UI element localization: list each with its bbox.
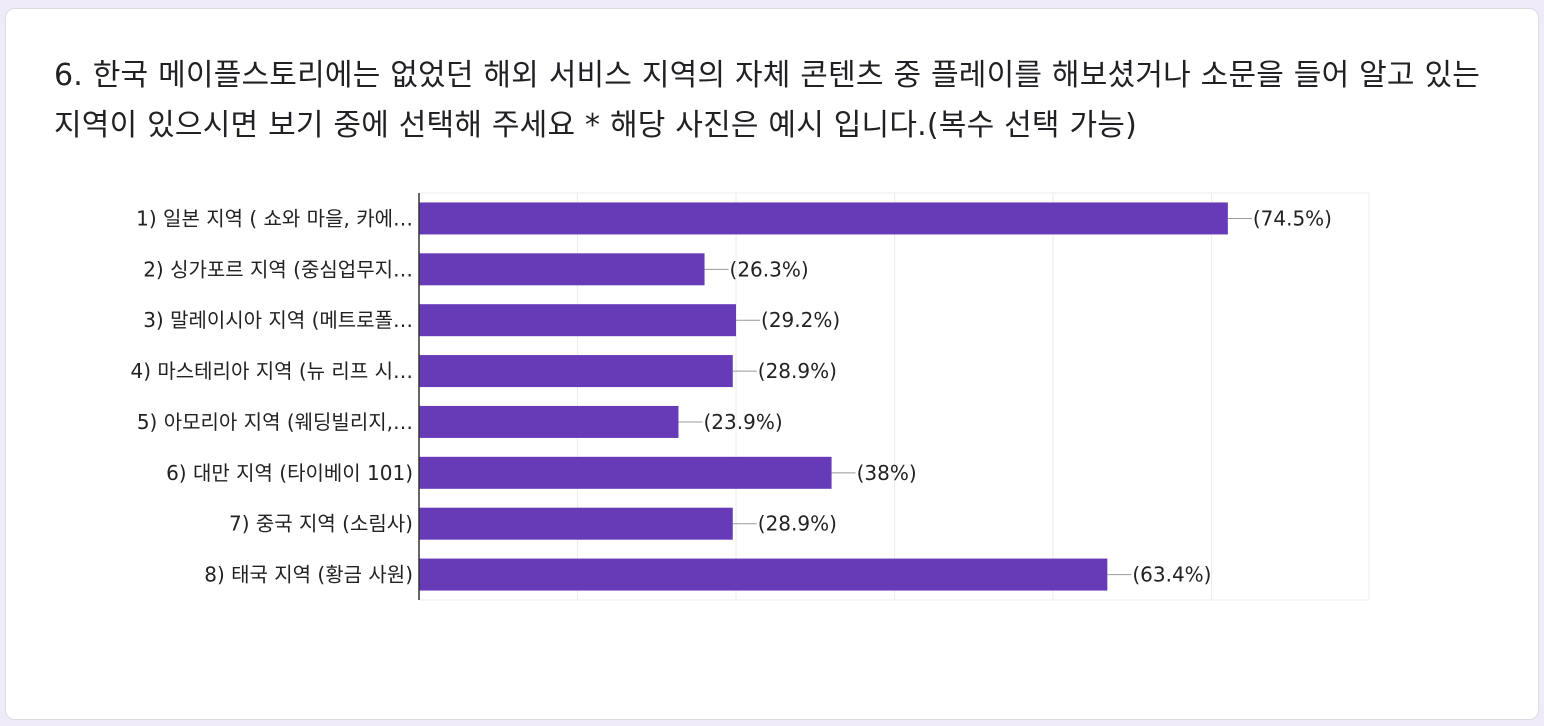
- category-label-4: 4) 마스테리아 지역 (뉴 리프 시…: [130, 359, 413, 383]
- bar-4[interactable]: [419, 355, 733, 388]
- category-label-2: 2) 싱가포르 지역 (중심업무지…: [143, 257, 413, 281]
- bar-1[interactable]: [419, 202, 1228, 235]
- bar-2[interactable]: [419, 253, 705, 286]
- category-label-6: 6) 대만 지역 (타이베이 101): [166, 461, 413, 485]
- category-label-8: 8) 태국 지역 (황금 사원): [204, 563, 413, 587]
- category-label-1: 1) 일본 지역 ( 쇼와 마을, 카에…: [136, 206, 413, 230]
- value-label-3: (29.2%): [761, 308, 840, 332]
- bar-7[interactable]: [419, 507, 733, 540]
- chart-category-labels: 1) 일본 지역 ( 쇼와 마을, 카에… 2) 싱가포르 지역 (중심업무지… 3…: [130, 206, 413, 586]
- value-label-1: (74.5%): [1253, 206, 1332, 230]
- bar-3[interactable]: [419, 304, 737, 337]
- chart-value-labels: (74.5%) (26.3%) (29.2%) (28.9%) (23.9%) (38%)…: [678, 206, 1332, 587]
- value-label-2: (26.3%): [730, 257, 809, 281]
- category-label-5: 5) 아모리아 지역 (웨딩빌리지,…: [137, 410, 413, 434]
- bar-8[interactable]: [419, 558, 1108, 591]
- category-label-3: 3) 말레이시아 지역 (메트로폴…: [143, 308, 413, 332]
- question-card: 6. 한국 메이플스토리에는 없었던 해외 서비스 지역의 자체 콘텐츠 중 플…: [5, 8, 1539, 720]
- value-label-5: (23.9%): [703, 410, 782, 434]
- value-label-7: (28.9%): [758, 512, 837, 536]
- bar-5[interactable]: [419, 405, 679, 438]
- value-label-6: (38%): [857, 461, 917, 485]
- value-label-4: (28.9%): [758, 359, 837, 383]
- question-title: 6. 한국 메이플스토리에는 없었던 해외 서비스 지역의 자체 콘텐츠 중 플…: [54, 58, 1481, 143]
- value-label-8: (63.4%): [1132, 563, 1211, 587]
- bar-6[interactable]: [419, 456, 832, 489]
- category-label-7: 7) 중국 지역 (소림사): [229, 512, 413, 536]
- chart-bars: [419, 202, 1228, 591]
